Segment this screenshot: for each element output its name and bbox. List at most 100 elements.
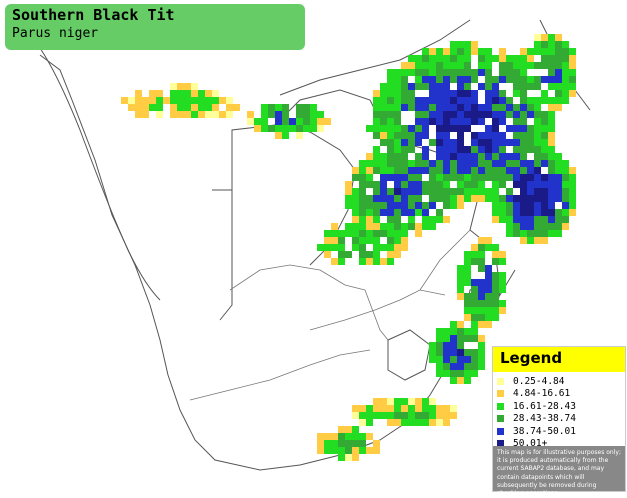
distribution-cell [492,195,499,202]
distribution-cell [415,153,422,160]
distribution-cell [212,111,219,118]
distribution-cell [401,405,408,412]
distribution-cell [380,118,387,125]
distribution-cell [443,356,450,363]
distribution-cell [380,125,387,132]
distribution-cell [471,132,478,139]
distribution-cell [401,209,408,216]
distribution-cell [492,216,499,223]
distribution-cell [513,146,520,153]
distribution-cell [338,440,345,447]
distribution-cell [506,125,513,132]
distribution-cell [464,97,471,104]
distribution-cell [464,160,471,167]
distribution-cell [492,76,499,83]
distribution-cell [436,181,443,188]
distribution-cell [485,237,492,244]
distribution-cell [513,160,520,167]
distribution-cell [555,97,562,104]
distribution-cell [471,104,478,111]
distribution-cell [261,125,268,132]
distribution-cell [408,405,415,412]
distribution-cell [534,195,541,202]
distribution-cell [422,83,429,90]
distribution-cell [457,83,464,90]
distribution-cell [261,104,268,111]
distribution-cell [555,209,562,216]
distribution-cell [471,118,478,125]
legend-swatch [497,390,504,398]
distribution-cell [555,104,562,111]
distribution-cell [520,230,527,237]
distribution-cell [569,83,576,90]
distribution-cell [429,223,436,230]
distribution-cell [212,104,219,111]
distribution-cell [450,69,457,76]
distribution-cell [422,216,429,223]
distribution-cell [408,202,415,209]
distribution-cell [492,181,499,188]
distribution-cell [387,160,394,167]
distribution-cell [345,230,352,237]
distribution-cell [506,55,513,62]
distribution-cell [261,111,268,118]
distribution-cell [352,174,359,181]
distribution-cell [394,251,401,258]
distribution-cell [198,97,205,104]
distribution-cell [457,160,464,167]
distribution-cell [450,97,457,104]
distribution-cell [352,188,359,195]
distribution-cell [520,181,527,188]
distribution-cell [408,69,415,76]
distribution-cell [415,62,422,69]
distribution-cell [443,370,450,377]
distribution-cell [450,125,457,132]
distribution-cell [394,132,401,139]
distribution-cell [387,139,394,146]
distribution-cell [422,55,429,62]
distribution-cell [548,139,555,146]
distribution-cell [205,111,212,118]
distribution-cell [450,405,457,412]
distribution-cell [443,48,450,55]
distribution-cell [499,160,506,167]
distribution-cell [387,146,394,153]
distribution-cell [345,447,352,454]
distribution-cell [527,62,534,69]
distribution-cell [569,76,576,83]
distribution-cell [359,419,366,426]
distribution-cell [485,104,492,111]
distribution-cell [387,97,394,104]
distribution-cell [548,188,555,195]
distribution-cell [492,258,499,265]
distribution-cell [324,118,331,125]
distribution-cell [499,251,506,258]
distribution-cell [422,223,429,230]
distribution-cell [513,62,520,69]
distribution-cell [191,104,198,111]
distribution-cell [506,111,513,118]
distribution-cell [366,433,373,440]
distribution-cell [394,223,401,230]
distribution-cell [436,104,443,111]
distribution-cell [499,48,506,55]
distribution-cell [520,216,527,223]
distribution-cell [541,237,548,244]
distribution-cell [380,153,387,160]
distribution-cell [422,419,429,426]
distribution-cell [513,209,520,216]
distribution-cell [177,97,184,104]
distribution-cell [471,258,478,265]
distribution-cell [478,321,485,328]
distribution-cell [527,139,534,146]
distribution-cell [562,195,569,202]
distribution-cell [548,34,555,41]
distribution-cell [471,174,478,181]
distribution-cell [387,216,394,223]
distribution-cell [352,244,359,251]
distribution-cell [436,111,443,118]
distribution-cell [429,118,436,125]
distribution-cell [436,55,443,62]
distribution-cell [478,279,485,286]
distribution-cell [513,118,520,125]
